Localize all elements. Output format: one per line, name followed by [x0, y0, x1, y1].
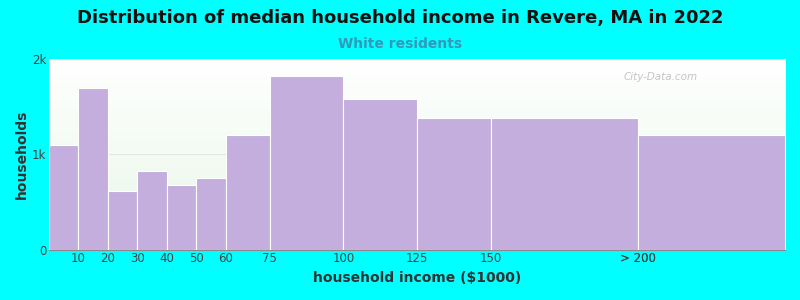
Bar [226, 135, 270, 250]
Bar [78, 88, 108, 250]
Bar [638, 135, 785, 250]
Bar [270, 76, 343, 250]
Bar [343, 99, 417, 250]
Bar [490, 118, 638, 250]
Bar [108, 190, 138, 250]
Text: White residents: White residents [338, 38, 462, 52]
Bar [417, 118, 490, 250]
X-axis label: household income ($1000): household income ($1000) [313, 271, 521, 285]
Bar [196, 178, 226, 250]
Bar [138, 170, 166, 250]
Bar [166, 185, 196, 250]
Text: City-Data.com: City-Data.com [623, 72, 697, 82]
Y-axis label: households: households [15, 110, 29, 199]
Bar [49, 145, 78, 250]
Text: Distribution of median household income in Revere, MA in 2022: Distribution of median household income … [77, 9, 723, 27]
